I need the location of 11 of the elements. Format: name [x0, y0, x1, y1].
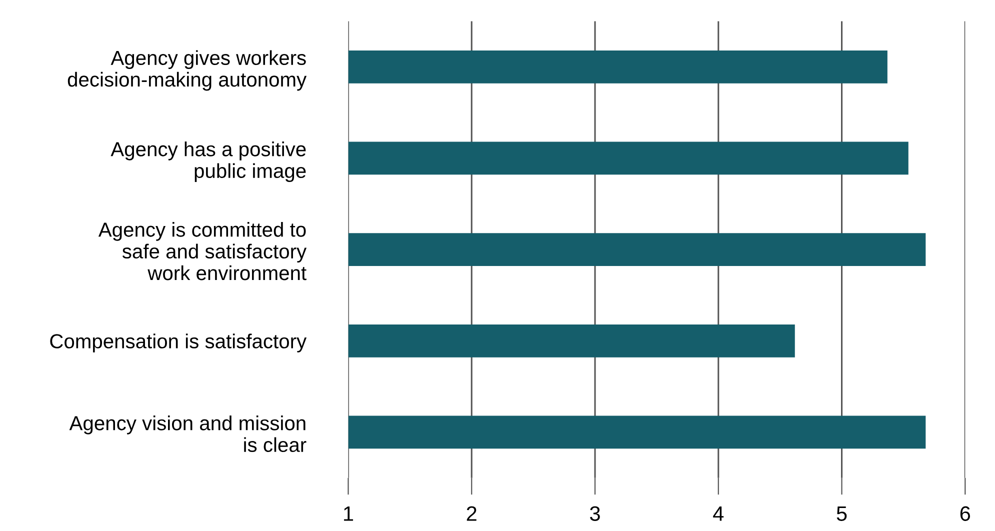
y-tick-label: Agency has a positive public image	[110, 142, 306, 182]
y-tick-label: Agency vision and mission is clear	[69, 416, 306, 452]
x-tick-label: 1	[344, 506, 354, 521]
y-tick-label: Agency is committed to safe and satisfactory work environment	[98, 222, 307, 280]
x-tick-label: 5	[836, 506, 847, 521]
x-tick-label: 3	[590, 506, 600, 521]
y-tick-label: Agency gives workers decision-making autonomy	[68, 50, 307, 91]
x-tick-label: 6	[960, 506, 970, 521]
x-tick-label: 2	[466, 506, 476, 521]
x-tick-label: 4	[713, 506, 724, 521]
y-tick-label: Compensation is satisfactory	[50, 334, 307, 352]
